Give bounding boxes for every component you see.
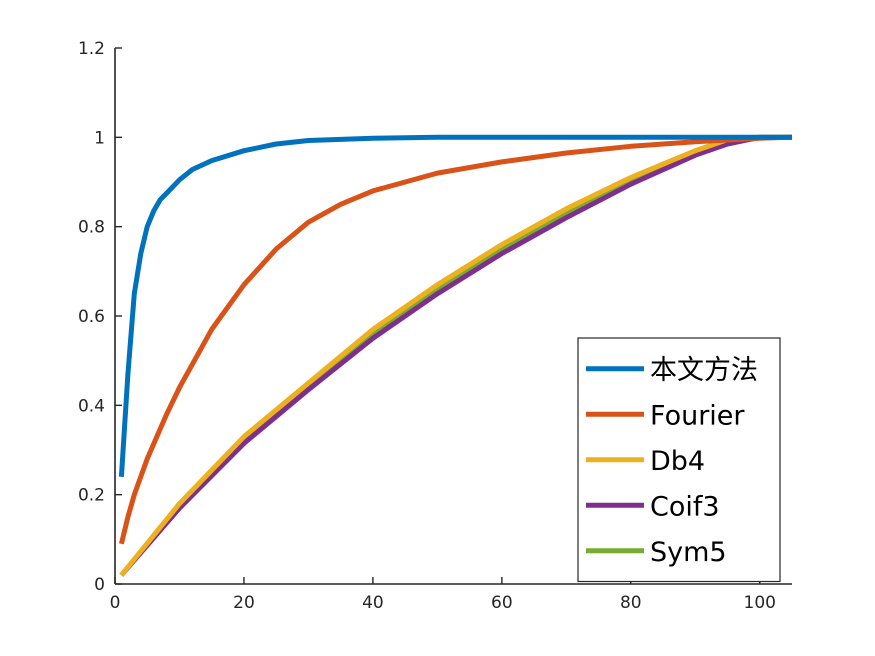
series-line-2 — [118, 134, 793, 545]
legend-label: Sym5 — [650, 537, 727, 568]
legend-label: Db4 — [650, 446, 705, 477]
x-tick-label: 100 — [744, 593, 776, 613]
y-tick-label: 0.8 — [78, 218, 105, 238]
series-line-1 — [118, 134, 792, 477]
legend-label: Fourier — [650, 400, 745, 431]
x-ticks: 0 20 40 60 80 100 — [110, 577, 776, 613]
y-tick-label: 0.2 — [78, 486, 105, 506]
legend-label: 本文方法 — [650, 355, 758, 386]
y-tick-label: 0 — [94, 575, 105, 595]
y-ticks: 0 0.2 0.4 0.6 0.8 1 1.2 — [78, 39, 122, 595]
x-tick-label: 80 — [620, 593, 642, 613]
y-tick-label: 1.2 — [78, 39, 105, 59]
y-tick-label: 1 — [94, 128, 105, 148]
legend: 本文方法 Fourier Db4 Coif3 Sym5 — [577, 337, 781, 583]
y-tick-label: 0.6 — [78, 307, 105, 327]
legend-label: Coif3 — [650, 491, 720, 522]
x-tick-label: 0 — [110, 593, 121, 613]
y-tick-label: 0.4 — [78, 396, 105, 416]
series-lines — [118, 134, 793, 577]
x-tick-label: 40 — [362, 593, 384, 613]
series-line-4 — [119, 134, 792, 577]
x-tick-label: 60 — [491, 593, 513, 613]
x-tick-label: 20 — [233, 593, 255, 613]
